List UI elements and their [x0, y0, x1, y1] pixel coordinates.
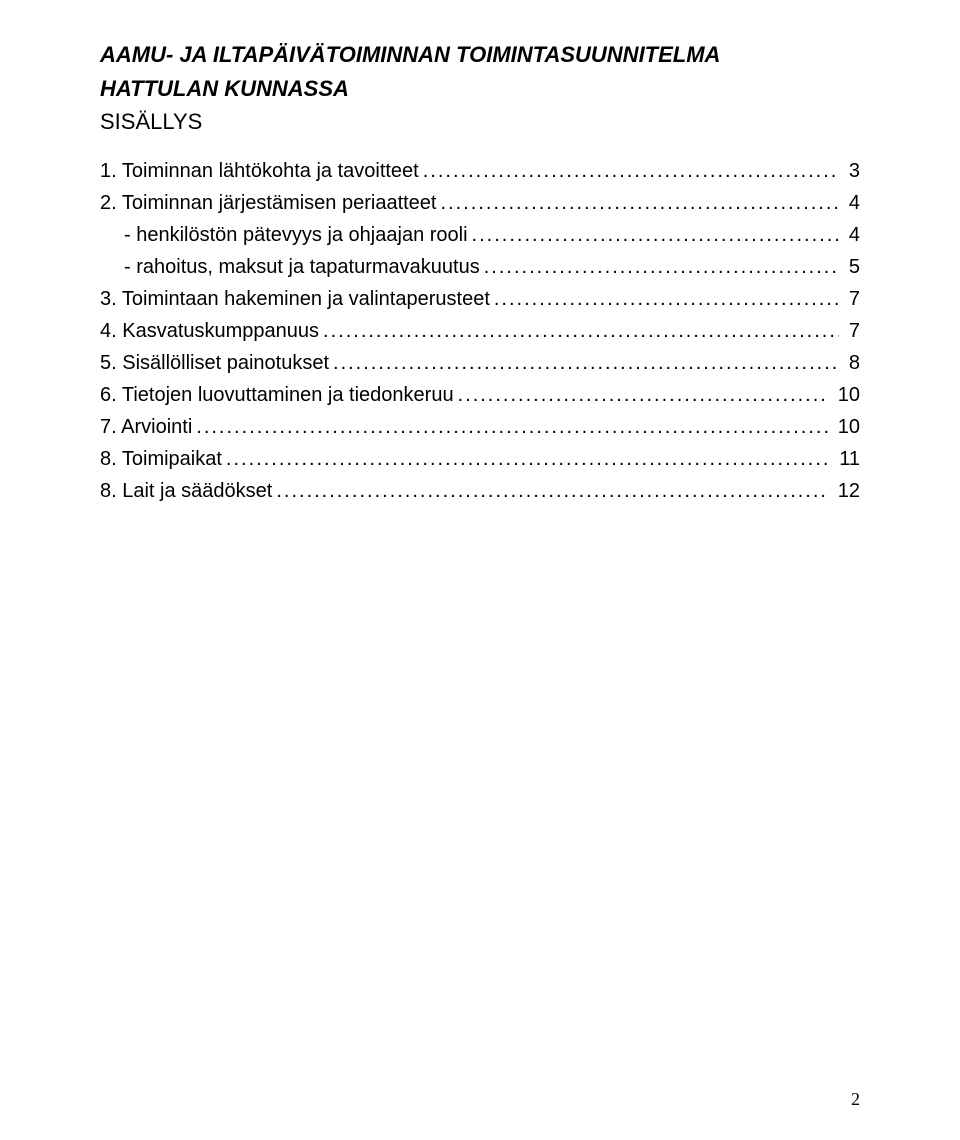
document-page: AAMU- JA ILTAPÄIVÄTOIMINNAN TOIMINTASUUN…: [0, 0, 960, 1140]
toc-label: 8. Toimipaikat: [100, 443, 222, 475]
toc-leader: [323, 315, 839, 347]
toc-leader: [276, 475, 827, 507]
toc-label: 6. Tietojen luovuttaminen ja tiedonkeruu: [100, 379, 454, 411]
toc-page: 7: [843, 315, 860, 347]
toc-heading: SISÄLLYS: [100, 107, 860, 137]
toc-page: 10: [832, 411, 860, 443]
toc-leader: [226, 443, 829, 475]
toc-label: - rahoitus, maksut ja tapaturmavakuutus: [124, 251, 480, 283]
toc-row: 8. Toimipaikat 11: [100, 443, 860, 475]
toc-label: 4. Kasvatuskumppanuus: [100, 315, 319, 347]
toc-page: 4: [843, 219, 860, 251]
toc-label: - henkilöstön pätevyys ja ohjaajan rooli: [124, 219, 468, 251]
toc-leader: [484, 251, 839, 283]
toc-label: 2. Toiminnan järjestämisen periaatteet: [100, 187, 436, 219]
table-of-contents: 1. Toiminnan lähtökohta ja tavoitteet32.…: [100, 155, 860, 507]
toc-leader: [472, 219, 839, 251]
toc-row: 1. Toiminnan lähtökohta ja tavoitteet 3: [100, 155, 860, 187]
doc-title-line2: HATTULAN KUNNASSA: [100, 74, 860, 104]
page-number: 2: [851, 1089, 860, 1110]
toc-leader: [458, 379, 828, 411]
toc-page: 3: [843, 155, 860, 187]
toc-row: 4. Kasvatuskumppanuus 7: [100, 315, 860, 347]
toc-leader: [423, 155, 839, 187]
toc-row: 2. Toiminnan järjestämisen periaatteet 4: [100, 187, 860, 219]
toc-page: 10: [832, 379, 860, 411]
toc-leader: [196, 411, 827, 443]
toc-row: 6. Tietojen luovuttaminen ja tiedonkeruu…: [100, 379, 860, 411]
toc-page: 8: [843, 347, 860, 379]
toc-row: 7. Arviointi 10: [100, 411, 860, 443]
toc-leader: [440, 187, 838, 219]
toc-label: 8. Lait ja säädökset: [100, 475, 272, 507]
toc-row: 3. Toimintaan hakeminen ja valintaperust…: [100, 283, 860, 315]
toc-label: 7. Arviointi: [100, 411, 192, 443]
toc-page: 5: [843, 251, 860, 283]
toc-row: 8. Lait ja säädökset 12: [100, 475, 860, 507]
toc-row: 5. Sisällölliset painotukset 8: [100, 347, 860, 379]
toc-leader: [494, 283, 839, 315]
toc-label: 1. Toiminnan lähtökohta ja tavoitteet: [100, 155, 419, 187]
toc-page: 4: [843, 187, 860, 219]
toc-row: - rahoitus, maksut ja tapaturmavakuutus 5: [100, 251, 860, 283]
toc-page: 12: [832, 475, 860, 507]
toc-leader: [333, 347, 839, 379]
toc-label: 3. Toimintaan hakeminen ja valintaperust…: [100, 283, 490, 315]
toc-page: 7: [843, 283, 860, 315]
doc-title-line1: AAMU- JA ILTAPÄIVÄTOIMINNAN TOIMINTASUUN…: [100, 40, 860, 70]
toc-label: 5. Sisällölliset painotukset: [100, 347, 329, 379]
toc-page: 11: [833, 443, 860, 475]
toc-row: - henkilöstön pätevyys ja ohjaajan rooli…: [100, 219, 860, 251]
